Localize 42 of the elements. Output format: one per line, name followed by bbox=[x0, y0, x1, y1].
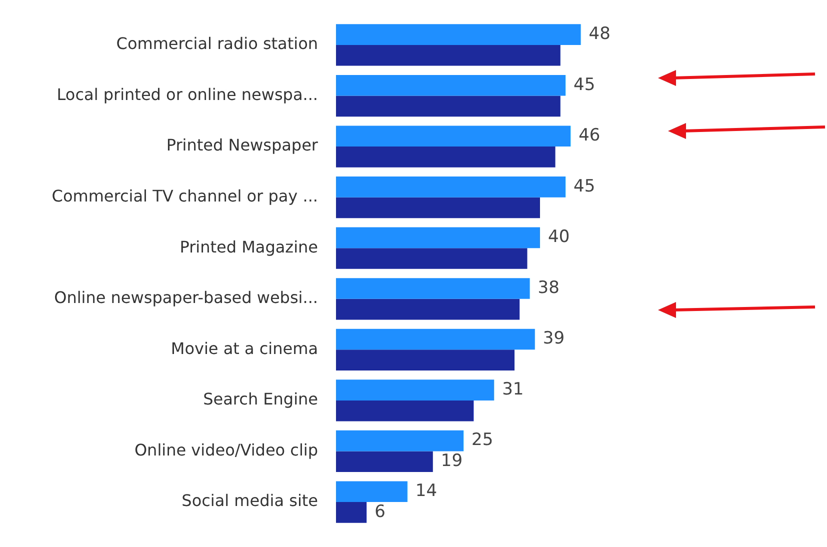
bar bbox=[336, 24, 581, 45]
data-label: 45 bbox=[574, 74, 596, 95]
bar bbox=[336, 248, 528, 269]
data-label: 19 bbox=[440, 451, 463, 472]
bar bbox=[336, 430, 464, 452]
y-tick-label: Commercial TV channel or pay ... bbox=[52, 186, 318, 206]
data-label: 38 bbox=[538, 278, 560, 298]
data-label: 48 bbox=[588, 24, 610, 44]
bar bbox=[336, 481, 408, 502]
bar bbox=[336, 350, 514, 370]
y-tick-label: Printed Newspaper bbox=[166, 136, 318, 155]
bar bbox=[336, 176, 566, 198]
bar bbox=[336, 74, 566, 96]
data-label: 6 bbox=[374, 502, 386, 522]
bar bbox=[336, 400, 474, 422]
bar bbox=[336, 96, 560, 117]
y-tick-label: Commercial radio station bbox=[116, 34, 318, 54]
bar bbox=[336, 502, 367, 523]
bar bbox=[336, 146, 556, 168]
data-label: 45 bbox=[574, 176, 596, 196]
bar bbox=[336, 298, 520, 320]
bar bbox=[336, 380, 494, 400]
y-tick-label: Online newspaper-based websi... bbox=[54, 288, 318, 308]
y-tick-label: Movie at a cinema bbox=[170, 338, 318, 358]
data-label: 31 bbox=[502, 379, 524, 400]
y-tick-label: Local printed or online newspa... bbox=[56, 84, 318, 104]
bar bbox=[336, 126, 571, 147]
y-tick-label: Online video/Video clip bbox=[134, 440, 318, 460]
data-label: 40 bbox=[548, 227, 570, 248]
data-label: 25 bbox=[472, 430, 494, 450]
y-tick-label: Search Engine bbox=[203, 390, 318, 409]
bar bbox=[336, 278, 530, 299]
y-tick-label: Printed Magazine bbox=[180, 237, 318, 256]
data-label: 14 bbox=[415, 481, 438, 502]
data-label: 46 bbox=[578, 126, 600, 146]
bar bbox=[336, 44, 560, 66]
bar bbox=[336, 227, 540, 248]
bar bbox=[336, 451, 433, 472]
bar bbox=[336, 197, 540, 218]
y-tick-label: Social media site bbox=[182, 491, 318, 510]
bar bbox=[336, 328, 535, 350]
data-label: 39 bbox=[542, 328, 565, 349]
